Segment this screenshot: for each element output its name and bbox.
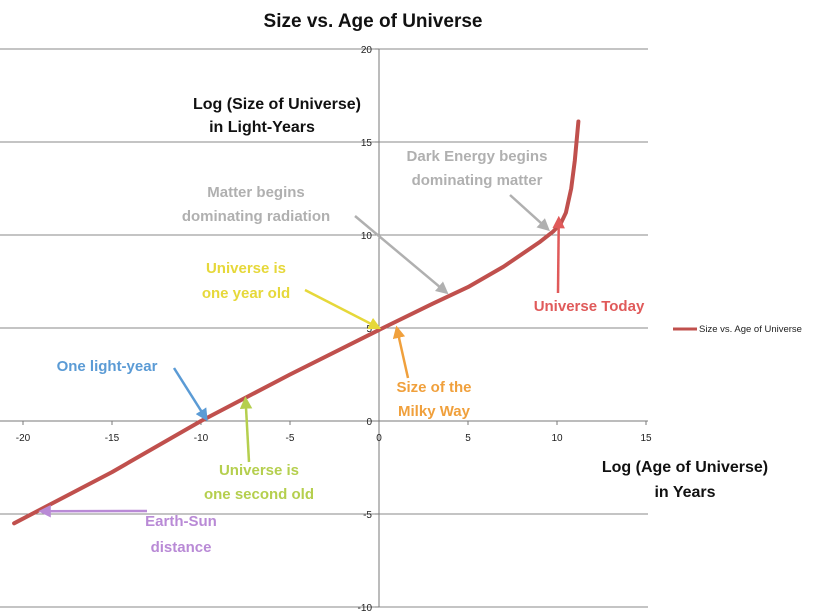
- x-tick-label: -5: [286, 433, 295, 444]
- x-tick-label: -20: [16, 433, 31, 444]
- x-tick-label: 5: [465, 433, 471, 444]
- y-tick-label: 20: [361, 45, 373, 56]
- x-tick-label: -15: [105, 433, 120, 444]
- x-tick-label: 10: [551, 433, 563, 444]
- annotation-text: Universe is: [219, 462, 299, 479]
- chart-title: Size vs. Age of Universe: [264, 11, 483, 32]
- series-layer: [12, 119, 581, 526]
- annotation-arrow: [354, 215, 449, 295]
- annotation-arrow: [392, 325, 410, 379]
- annotation-text: One light-year: [57, 358, 158, 375]
- annotation-text: Dark Energy begins: [407, 148, 548, 165]
- x-tick-label: 0: [376, 433, 382, 444]
- annotation-3: Universe Today: [534, 215, 645, 315]
- y-tick-label: 0: [366, 417, 372, 428]
- annotation-text: Universe is: [206, 260, 286, 277]
- gridlines: [0, 48, 648, 608]
- annotation-4: One light-year: [57, 358, 208, 422]
- y-tick-label: 5: [366, 324, 372, 335]
- y-axis-label: Log (Size of Universe) in Light-Years: [193, 96, 361, 136]
- annotation-arrow: [552, 215, 565, 294]
- legend-label: Size vs. Age of Universe: [699, 324, 802, 335]
- x-axis-label-line1: Log (Age of Universe): [602, 459, 768, 476]
- tick-labels: -20 -15 -10 -5 0 5 10 15 -10 -5 0 5 10 15 20: [16, 45, 652, 614]
- annotation-text: one year old: [202, 285, 290, 302]
- annotation-0: Dark Energy begins dominating matter: [407, 148, 550, 232]
- y-tick-label: 15: [361, 138, 373, 149]
- annotation-text: one second old: [204, 486, 314, 503]
- annotation-text: Matter begins: [207, 184, 305, 201]
- x-tick-label: -10: [194, 433, 209, 444]
- y-tick-label: 10: [361, 231, 373, 242]
- annotation-arrow: [239, 396, 253, 463]
- annotation-2: Universe is one year old: [202, 260, 382, 330]
- annotation-text: Milky Way: [398, 403, 471, 420]
- series-line-0: [12, 119, 581, 526]
- annotation-text: dominating radiation: [182, 208, 330, 225]
- annotation-5: Size of the Milky Way: [392, 325, 472, 420]
- y-tick-label: -10: [358, 603, 373, 614]
- annotation-text: Earth-Sun: [145, 513, 217, 530]
- annotation-text: dominating matter: [412, 172, 543, 189]
- x-axis-label: Log (Age of Universe) in Years: [602, 459, 768, 501]
- annotation-text: Size of the: [396, 379, 471, 396]
- annotation-1: Matter begins dominating radiation: [182, 184, 449, 295]
- annotation-arrow: [509, 194, 550, 232]
- y-axis-label-line1: Log (Size of Universe): [193, 96, 361, 113]
- annotation-text: Universe Today: [534, 298, 645, 315]
- legend: Size vs. Age of Universe: [673, 324, 802, 335]
- annotation-7: Earth-Sun distance: [38, 504, 217, 556]
- annotation-text: distance: [151, 539, 212, 556]
- y-tick-label: -5: [363, 510, 372, 521]
- x-tick-label: 15: [640, 433, 652, 444]
- annotation-arrow: [172, 367, 208, 422]
- annotation-arrow: [304, 288, 382, 330]
- x-axis-label-line2: in Years: [654, 484, 715, 501]
- annotation-6: Universe is one second old: [204, 396, 314, 503]
- y-axis-label-line2: in Light-Years: [209, 119, 315, 136]
